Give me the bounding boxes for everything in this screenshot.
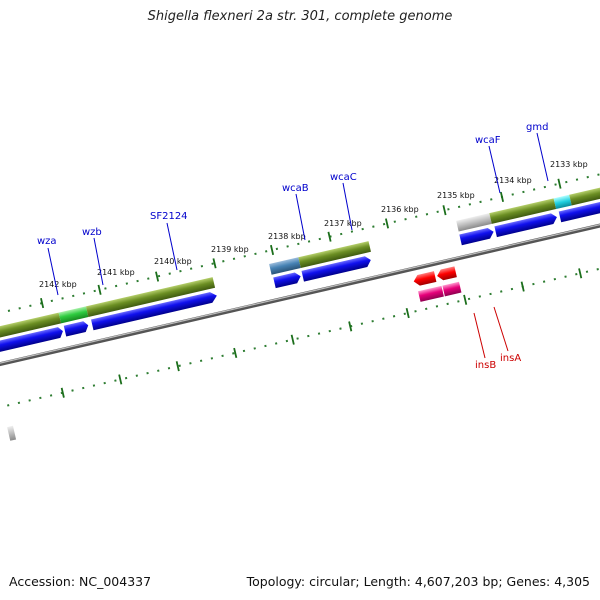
forward-gene-blocks: [0, 185, 600, 340]
gene-label-gmd[interactable]: gmd: [526, 122, 548, 133]
gene-block-sf2124[interactable]: [85, 277, 216, 318]
scale-label: 2141 kbp: [97, 268, 135, 277]
cds-arrow[interactable]: [273, 271, 302, 289]
cds-arrow[interactable]: [459, 227, 495, 246]
gene-block-wcab[interactable]: [269, 257, 301, 275]
gene-block-wcac[interactable]: [298, 241, 371, 268]
cds-arrow[interactable]: [301, 255, 372, 282]
cds-arrow[interactable]: [63, 320, 90, 337]
cds-arrow[interactable]: [494, 212, 558, 238]
is-label-insb[interactable]: insB: [475, 360, 496, 371]
forward-cds-arrows: [0, 196, 600, 353]
gene-label-sf2124[interactable]: SF2124: [150, 211, 188, 222]
is-block-insb[interactable]: [418, 285, 444, 302]
gene-leader-lines: [47, 132, 549, 296]
gene-block-wcaf[interactable]: [489, 198, 557, 224]
accession-text: Accession: NC_004337: [9, 574, 152, 589]
is-label-insa[interactable]: insA: [500, 353, 521, 364]
gene-label-wzb[interactable]: wzb: [82, 227, 102, 238]
gene-block-wzb[interactable]: [58, 306, 89, 324]
gene-block-gmd[interactable]: [553, 194, 572, 210]
scale-label: 2135 kbp: [437, 191, 475, 200]
is-labels: insB insA: [475, 353, 521, 371]
scale-label: 2139 kbp: [211, 245, 249, 254]
genome-summary-text: Topology: circular; Length: 4,607,203 bp…: [246, 574, 590, 589]
scale-label: 2142 kbp: [39, 280, 77, 289]
scale-label: 2137 kbp: [324, 219, 362, 228]
cds-arrow[interactable]: [0, 326, 64, 353]
gene-label-wcab[interactable]: wcaB: [282, 183, 309, 194]
is-leader-lines: [473, 306, 509, 359]
scale-label: 2138 kbp: [268, 232, 306, 241]
is-block-insa[interactable]: [442, 281, 462, 297]
gene-label-wza[interactable]: wza: [37, 236, 57, 247]
genome-backbone: [0, 212, 600, 374]
scale-label: 2140 kbp: [154, 257, 192, 266]
inner-major-ticks: [60, 268, 583, 398]
scale-label: 2133 kbp: [550, 160, 588, 169]
gene-block-edge[interactable]: [569, 185, 600, 206]
gene-labels: wza wzb SF2124 wcaB wcaC wcaF gmd: [37, 122, 548, 247]
outer-scale-track: [0, 168, 600, 320]
gene-label-wcaf[interactable]: wcaF: [475, 135, 501, 146]
scale-label: 2134 kbp: [494, 176, 532, 185]
is-arrow-insa-red[interactable]: [436, 266, 457, 281]
outer-major-ticks: [40, 178, 562, 309]
cds-arrow[interactable]: [91, 291, 218, 331]
gene-block-gray[interactable]: [456, 213, 492, 232]
inner-scale-track: [0, 258, 600, 410]
gene-label-wcac[interactable]: wcaC: [330, 172, 357, 183]
scale-label: 2136 kbp: [381, 205, 419, 214]
cds-arrow[interactable]: [558, 196, 600, 223]
edge-gene-fragment: [7, 425, 17, 441]
scale-labels: 2142 kbp 2141 kbp 2140 kbp 2139 kbp 2138…: [39, 160, 588, 289]
gene-block-wza[interactable]: [0, 312, 62, 340]
map-title: Shigella flexneri 2a str. 301, complete …: [147, 9, 453, 24]
reverse-is-elements: [413, 266, 462, 302]
is-arrow-insb-red[interactable]: [413, 271, 437, 287]
